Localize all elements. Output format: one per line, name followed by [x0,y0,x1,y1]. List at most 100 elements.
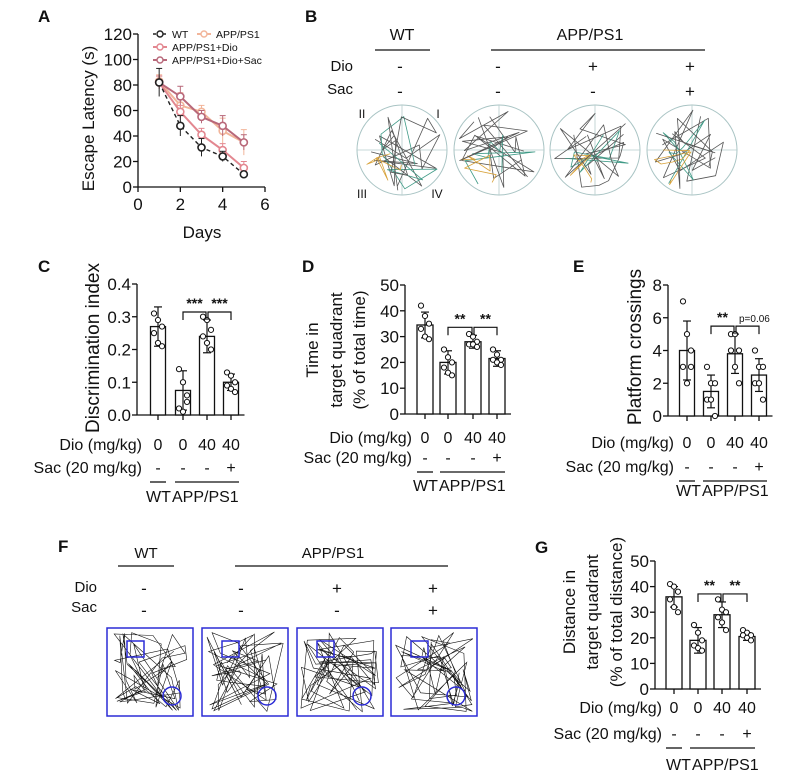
swim-path [565,130,629,173]
sac-value: - [180,460,185,477]
target-circle [257,686,277,706]
significance-bracket: p=0.06 [735,314,770,335]
sac-value: - [204,460,209,477]
swim-path [573,134,625,188]
target-circle [446,686,466,706]
open-field-arena [106,627,194,717]
bar-group [198,313,216,420]
start-square [221,640,240,658]
data-point [150,310,158,317]
significance-bracket: ** [722,577,748,602]
bar [464,341,482,415]
chart-D: 0 10 20 30 40 50 Time in target quadrant (% of t… [303,276,511,495]
y-tick-label: 4 [653,342,662,361]
group-label-app: APP/PS1 [702,483,769,500]
y-tick-label: 50 [380,276,399,295]
target-circle [352,686,372,706]
data-point [417,302,425,309]
swim-path [560,123,626,178]
series-0 [154,67,249,179]
swim-path [461,117,522,188]
y-tick-label: 0 [123,178,132,197]
significance-bracket: ** [473,310,498,336]
data-point [175,405,183,412]
data-point [440,346,448,353]
swim-path [387,116,437,191]
data-point [425,336,433,343]
x-tick-label: 2 [176,195,185,214]
data-point [183,398,191,405]
y-tick-label: 20 [113,153,132,172]
significance-stars: ** [704,577,715,593]
legend-label: APP/PS1 [216,29,260,41]
sac-value: - [495,82,501,101]
y-tick-label: 30 [630,603,649,622]
bracket-line [697,593,722,602]
bar-group [726,331,744,421]
data-point [683,331,691,338]
legend-marker [156,30,164,38]
bar-group [416,302,434,419]
bar-group [464,330,482,419]
group-label-wt: WT [134,545,157,562]
bar-group [665,580,683,694]
row-label-sac: Sac [327,81,353,98]
row-label-sac: Sac (20 mg/kg) [566,459,674,476]
y-tick-label: 20 [630,629,649,648]
data-point [197,143,206,152]
dio-value: 40 [726,435,744,452]
bracket-line [182,311,207,321]
x-tick-label: 0 [133,195,142,214]
bar-group [702,363,720,421]
data-point [687,363,695,370]
sac-value: - [397,82,403,101]
data-point [150,330,158,337]
data-point [197,130,206,140]
sac-value: - [708,459,713,476]
sac-value: - [590,82,596,101]
data-point [674,588,682,595]
swim-path [374,130,441,187]
dio-value: + [685,57,695,76]
dio-value: - [495,57,501,76]
data-point [735,380,743,387]
y-axis-label: Discrimination index [83,263,104,434]
locomotion-trace [113,632,188,711]
series-2 [154,75,249,175]
data-point [158,323,166,330]
row-label-dio: Dio [74,579,97,596]
data-point [227,372,235,379]
swim-path [570,154,593,183]
data-point [670,603,678,611]
locomotion-trace [300,632,379,713]
data-point [231,388,239,396]
bracket-line [710,325,735,335]
open-field-arena [201,627,289,717]
y-tick-label: 8 [653,276,662,295]
group-label-wt: WT [666,757,691,774]
dio-value: 0 [670,700,679,717]
water-maze-trace [356,104,448,196]
x-axis-label: Days [183,223,222,242]
legend-label: APP/PS1+Dio+Sac [172,55,262,67]
significance-stars: ** [730,577,741,593]
open-field-arena [296,627,384,717]
bar [738,635,756,690]
y-tick-label: 100 [104,51,132,70]
data-point [473,343,481,351]
y-tick-label: 40 [380,302,399,321]
row-label-dio: Dio (mg/kg) [591,435,674,452]
water-maze-trace [646,104,738,196]
dio-value: 0 [154,437,163,454]
significance-stars: ** [717,309,728,325]
dio-value: 40 [738,700,756,717]
y-tick-label: 120 [104,25,132,44]
dio-value: - [141,579,147,598]
dio-value: 0 [179,437,188,454]
data-point [207,326,215,333]
bracket-line [735,325,760,335]
data-point [703,363,711,370]
